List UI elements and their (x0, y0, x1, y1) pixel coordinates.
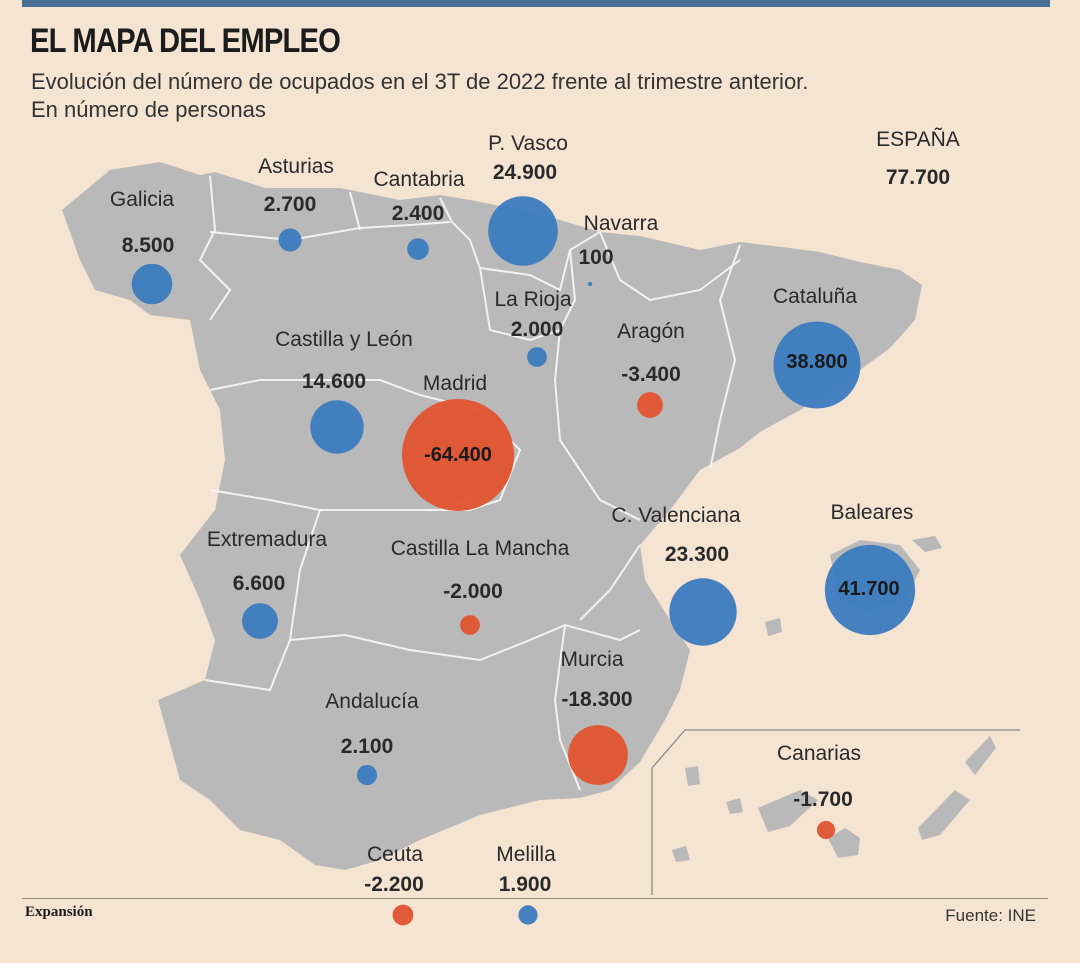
value-asturias: 2.700 (263, 193, 317, 216)
subtitle-line-2: En número de personas (31, 97, 266, 122)
page-title: EL MAPA DEL EMPLEO (30, 22, 341, 60)
label-andalucia: Andalucía (325, 690, 419, 713)
value-cataluna: 38.800 (786, 351, 848, 373)
brand-logo: Expansión (25, 904, 93, 920)
bubble-pvasco (488, 196, 558, 266)
value-madrid: -64.400 (424, 444, 492, 466)
ibiza-island (765, 618, 782, 636)
bubble-murcia (568, 725, 628, 785)
bubble-navarra (587, 281, 593, 287)
label-extremadura: Extremadura (206, 528, 328, 551)
bubble-madrid (402, 399, 514, 511)
label-larioja: La Rioja (494, 288, 572, 311)
bubble-cantabria (407, 238, 429, 260)
bubble-melilla (518, 905, 538, 925)
menorca-island (912, 536, 942, 552)
label-galicia: Galicia (109, 188, 175, 211)
label-castillalamancha: Castilla La Mancha (390, 537, 570, 560)
bubble-extremadura (242, 603, 278, 639)
bubble-canarias (816, 820, 836, 840)
value-extremadura: 6.600 (232, 572, 286, 595)
bubble-castillayleon (310, 400, 364, 454)
value-castillayleon: 14.600 (301, 370, 367, 393)
label-pvasco: P. Vasco (488, 132, 568, 155)
value-baleares: 41.700 (838, 578, 900, 600)
label-baleares: Baleares (830, 501, 914, 524)
source-note: Fuente: INE (945, 906, 1036, 925)
canary-islands (672, 736, 996, 862)
label-canarias: Canarias (776, 742, 862, 765)
value-murcia: -18.300 (561, 688, 633, 711)
bubble-asturias (278, 228, 302, 252)
bubble-castillalamancha (460, 615, 480, 635)
value-melilla: 1.900 (498, 873, 552, 896)
bubble-galicia (131, 263, 173, 305)
bubble-cvalenciana (669, 578, 737, 646)
subtitle-line-1: Evolución del número de ocupados en el 3… (31, 69, 809, 94)
label-melilla: Melilla (496, 843, 556, 866)
value-ceuta: -2.200 (364, 873, 424, 896)
label-cvalenciana: C. Valenciana (611, 504, 741, 527)
value-canarias: -1.700 (793, 788, 853, 811)
value-cantabria: 2.400 (391, 202, 445, 225)
value-castillalamancha: -2.000 (443, 580, 503, 603)
bubble-baleares (824, 544, 916, 636)
label-castillayleon: Castilla y León (275, 328, 413, 351)
label-espana: ESPAÑA (876, 128, 960, 151)
peninsula-landmass (62, 162, 922, 870)
bottom-rule (22, 898, 1048, 899)
canarias-inset-frame (651, 729, 1020, 769)
value-aragon: -3.400 (621, 363, 681, 386)
bubble-cataluna (773, 321, 861, 409)
top-rule (22, 0, 1050, 7)
label-navarra: Navarra (583, 212, 659, 235)
value-larioja: 2.000 (510, 318, 564, 341)
value-galicia: 8.500 (121, 234, 175, 257)
bubble-ceuta (392, 904, 414, 926)
bubble-larioja (527, 347, 547, 367)
label-asturias: Asturias (258, 155, 334, 178)
value-navarra: 100 (578, 246, 614, 269)
value-espana: 77.700 (885, 166, 951, 189)
value-andalucia: 2.100 (340, 735, 394, 758)
label-madrid: Madrid (422, 372, 488, 395)
page-subtitle: Evolución del número de ocupados en el 3… (31, 68, 808, 124)
bubble-aragon (637, 392, 663, 418)
label-murcia: Murcia (560, 648, 624, 671)
value-cvalenciana: 23.300 (664, 543, 730, 566)
value-pvasco: 24.900 (492, 161, 558, 184)
label-ceuta: Ceuta (366, 843, 424, 866)
bubble-andalucia (356, 764, 378, 786)
label-aragon: Aragón (617, 320, 685, 343)
label-cataluna: Cataluña (772, 285, 858, 308)
label-cantabria: Cantabria (373, 168, 465, 191)
